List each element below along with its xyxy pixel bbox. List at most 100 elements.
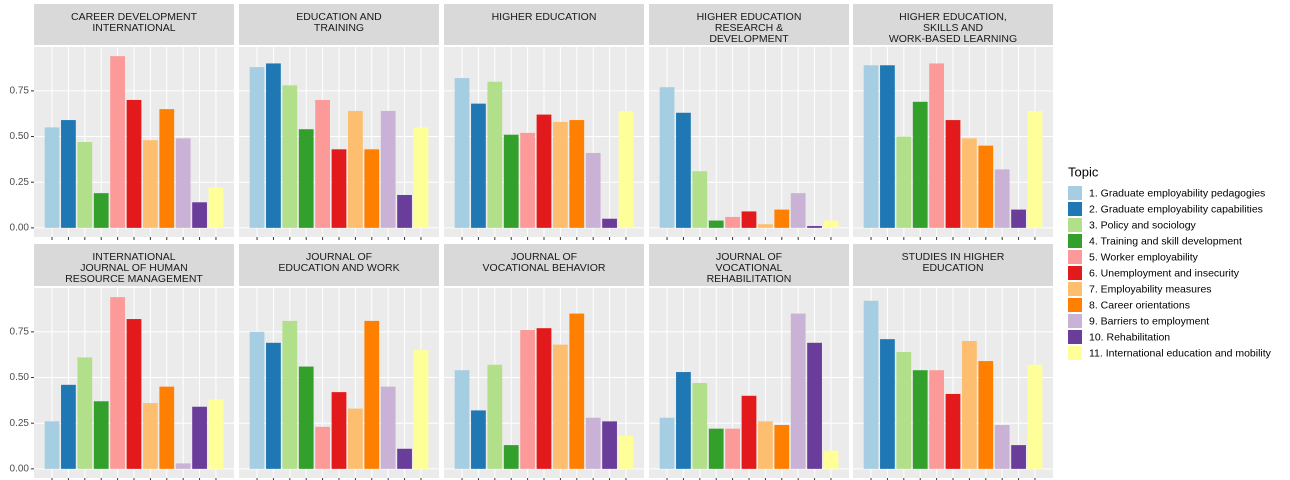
bar [454,370,470,469]
bar [994,169,1010,228]
bar [569,120,585,228]
bar [331,149,347,228]
bar [553,121,568,228]
bar [266,342,281,469]
bar [93,401,109,469]
bar [929,63,944,228]
strip-text: STUDIES IN HIGHER EDUCATION [902,251,1005,274]
bar [471,410,486,469]
bar [503,445,519,469]
bar [126,99,142,228]
strip-text: HIGHER EDUCATION RESEARCH & DEVELOPMENT [697,11,802,45]
bar [1011,445,1026,469]
y-tick-label: 0.00 [10,464,30,475]
bar [602,218,617,228]
bar [159,109,175,228]
strip-text: INTERNATIONAL JOURNAL OF HUMAN RESOURCE MA… [65,251,203,285]
bar [994,425,1010,469]
strip-background [444,244,644,286]
legend-label: 11. International education and mobility [1089,347,1272,359]
strip-background [239,4,439,45]
legend-label: 7. Employability measures [1089,283,1212,295]
bar [487,81,503,228]
bar [962,340,977,469]
bar [454,78,470,228]
bar [175,138,191,228]
bar [315,99,330,228]
bar [192,406,207,469]
y-tick-label: 0.75 [10,85,30,96]
bar [585,152,601,228]
bar [298,366,314,469]
bar [413,350,429,469]
legend-key [1068,282,1082,296]
bar [618,435,634,469]
bar [364,149,380,228]
bar [298,129,314,228]
bar [807,342,822,469]
bar [823,450,839,469]
strip-background [649,4,849,45]
bar [282,85,298,228]
bar [380,110,396,228]
bar [93,193,109,228]
bar [758,421,773,469]
bar [471,103,486,228]
y-tick-label: 0.50 [10,131,30,142]
legend-label: 9. Barriers to employment [1089,315,1209,327]
bar [912,370,928,469]
bar [536,328,552,469]
legend-label: 5. Worker employability [1089,251,1199,263]
bar [676,112,691,228]
bar [192,202,207,228]
bar [823,220,839,228]
bar [962,138,977,228]
bar [602,421,617,469]
legend-key [1068,330,1082,344]
bar [790,193,806,228]
bar [397,448,412,469]
bar [61,384,76,469]
bar [569,313,585,469]
strip-text: JOURNAL OF VOCATIONAL BEHAVIOR [483,251,606,274]
strip-text: EDUCATION AND TRAINING [296,11,382,34]
bar [945,120,961,228]
y-tick-label: 0.50 [10,372,30,383]
bar [503,134,519,228]
legend-key [1068,186,1082,200]
bar [110,56,125,228]
strip-text: HIGHER EDUCATION, SKILLS AND WORK-BASED LE… [889,11,1017,45]
legend-key [1068,346,1082,360]
bar [208,399,224,469]
bar [77,357,93,469]
bar [348,408,363,469]
bar [331,392,347,469]
bar [553,344,568,469]
strip-text: JOURNAL OF VOCATIONAL REHABILITATION [707,251,792,285]
strip-background [444,4,644,45]
bar [143,140,158,228]
strip-background [853,4,1053,45]
bar [758,224,773,228]
legend-key [1068,298,1082,312]
bar [807,226,822,228]
strip-background [239,244,439,286]
bar [487,364,503,469]
y-tick-label: 0.00 [10,223,30,234]
bar [692,383,708,469]
strip-text: HIGHER EDUCATION [492,11,597,23]
bar [1027,110,1043,228]
bar [282,320,298,469]
bar [929,370,944,469]
bar [945,393,961,469]
legend-label: 10. Rehabilitation [1089,331,1170,343]
legend-key [1068,266,1082,280]
bar [585,417,601,469]
bar [536,114,552,228]
bar [1011,209,1026,228]
bar [659,417,675,469]
bar [44,421,60,469]
strip-background [853,244,1053,286]
bar [364,320,380,469]
